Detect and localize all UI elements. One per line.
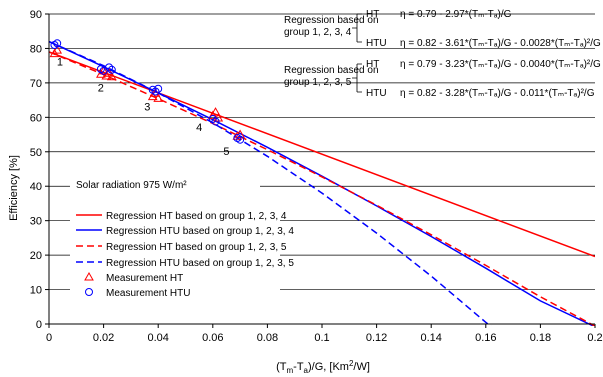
group-label-1: 1 — [57, 57, 63, 69]
plot-axes — [45, 13, 596, 328]
measurement-ht-point — [210, 107, 221, 116]
y-axis-label: Efficiency [%] — [8, 155, 20, 221]
series-line-2 — [49, 51, 595, 326]
y-tick-label: 90 — [30, 9, 42, 21]
measurement-ht-point — [235, 129, 245, 139]
measurement-ht-point — [106, 71, 117, 81]
annotation-1-ht-equation: η = 0.79 - 2.97*(Tₘ-Tₐ)/G — [400, 9, 512, 20]
measurement-htu-point — [151, 87, 160, 96]
y-tick-label: 50 — [30, 147, 42, 159]
measurement-htu-point — [53, 39, 62, 48]
annotation-1-htu-label: HTU — [366, 38, 387, 49]
legend-background — [70, 208, 280, 308]
y-tick-label: 20 — [30, 250, 42, 262]
annotation-1-ht-label: HT — [366, 9, 379, 20]
x-tick-label: 0.1 — [314, 332, 329, 344]
group-labels: 1 2 3 4 5 — [57, 57, 230, 159]
annotation-block-1: Regression based on group 1, 2, 3, 4 HT … — [284, 9, 601, 49]
measurement-points — [49, 39, 245, 144]
series-line-3 — [49, 40, 492, 326]
legend-label-measurement-htu: Measurement HTU — [106, 288, 190, 299]
x-axis-label: (Tm-Ta)/G, [Km2/W] — [276, 359, 370, 375]
measurement-ht-point — [232, 131, 243, 140]
measurement-htu-point — [107, 65, 116, 74]
annotation-2-htu-label: HTU — [366, 88, 387, 99]
y-tick-label: 30 — [30, 216, 42, 228]
x-tick-label: 0.12 — [366, 332, 387, 344]
measurement-htu-point — [208, 115, 217, 124]
y-tick-label: 0 — [36, 319, 42, 331]
y-tick-label: 10 — [30, 285, 42, 297]
measurement-ht-point — [150, 88, 161, 97]
annotation-1-htu-equation: η = 0.82 - 3.61*(Tₘ-Tₐ)/G - 0.0028*(Tₘ-T… — [400, 38, 601, 49]
annotation-1-bracket — [352, 13, 362, 43]
measurement-htu-point — [211, 117, 220, 126]
series-line-0 — [49, 51, 595, 258]
measurement-ht-point — [101, 70, 112, 80]
group-label-5: 5 — [223, 146, 229, 158]
regression-lines — [49, 40, 595, 326]
annotation-1-title-line2: group 1, 2, 3, 4 — [284, 27, 352, 38]
measurement-ht-point — [98, 65, 109, 75]
legend-label-measurement-ht: Measurement HT — [106, 273, 183, 284]
y-tick-label: 70 — [30, 78, 42, 90]
x-tick-label: 0.16 — [475, 332, 496, 344]
x-tick-label: 0.14 — [420, 332, 441, 344]
group-label-2: 2 — [98, 83, 104, 95]
legend-label-htu-1235: Regression HTU based on group 1, 2, 3, 5 — [106, 258, 294, 269]
annotation-2-title-line1: Regression based on — [284, 65, 379, 76]
annotation-block-2: Regression based on group 1, 2, 3, 5 HT … — [284, 59, 601, 99]
x-tick-label: 0.06 — [202, 332, 223, 344]
x-tick-label: 0.02 — [93, 332, 114, 344]
x-tick-label: 0.04 — [147, 332, 168, 344]
measurement-htu-point — [105, 63, 114, 72]
y-tick-label: 40 — [30, 181, 42, 193]
annotation-2-bracket — [352, 63, 362, 93]
x-tick-label: 0.18 — [530, 332, 551, 344]
annotation-1-title-line1: Regression based on — [284, 15, 379, 26]
x-tick-label: 0.2 — [587, 332, 602, 344]
annotation-2-ht-label: HT — [366, 59, 379, 70]
x-tick-label: 0.08 — [257, 332, 278, 344]
legend-marker-htu-circle — [85, 288, 93, 296]
x-tick-label: 0 — [46, 332, 52, 344]
annotation-2-title-line2: group 1, 2, 3, 5 — [284, 77, 352, 88]
measurement-htu-point — [154, 84, 163, 93]
solar-radiation-label: Solar radiation 975 W/m² — [76, 180, 187, 191]
measurement-ht-point — [153, 93, 164, 102]
legend-label-htu-1234: Regression HTU based on group 1, 2, 3, 4 — [106, 226, 294, 237]
annotation-2-htu-equation: η = 0.82 - 3.28*(Tₘ-Tₐ)/G - 0.011*(Tₘ-Tₐ… — [400, 88, 595, 99]
legend-marker-ht-triangle — [84, 271, 94, 281]
group-label-4: 4 — [196, 122, 202, 134]
y-tick-label: 60 — [30, 112, 42, 124]
solar-radiation-label-bg — [70, 176, 260, 193]
tick-labels: 0 0.02 0.04 0.06 0.08 0.1 0.12 0.14 0.16 0.18 0.2 0… — [30, 9, 603, 344]
measurement-ht-point — [52, 45, 63, 54]
y-tick-label: 80 — [30, 43, 42, 55]
legend-label-ht-1234: Regression HT based on group 1, 2, 3, 4 — [106, 211, 287, 222]
legend: Regression HT based on group 1, 2, 3, 4 … — [70, 208, 294, 308]
group-label-3: 3 — [144, 101, 150, 113]
annotation-2-ht-equation: η = 0.79 - 3.23*(Tₘ-Tₐ)/G - 0.0040*(Tₘ-T… — [400, 59, 601, 70]
measurement-htu-point — [236, 135, 245, 144]
legend-label-ht-1235: Regression HT based on group 1, 2, 3, 5 — [106, 242, 287, 253]
